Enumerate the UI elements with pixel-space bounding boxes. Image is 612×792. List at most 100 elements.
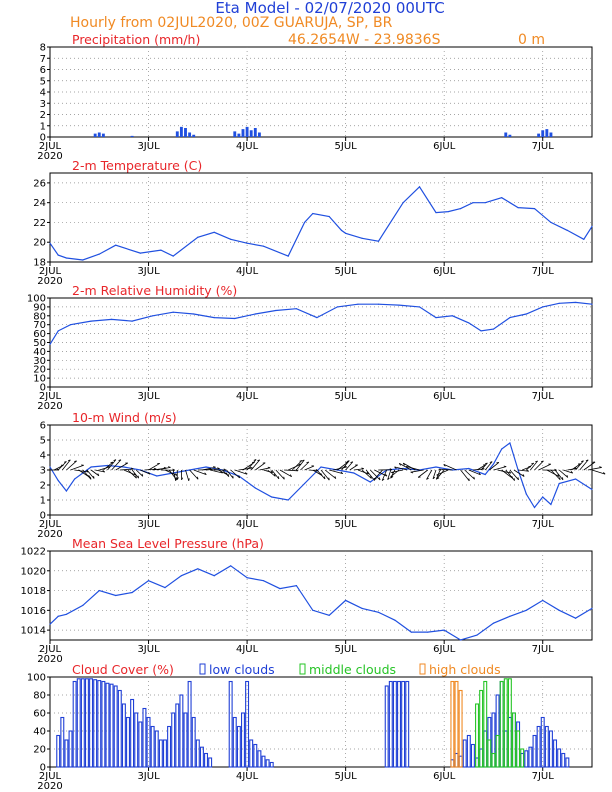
wind-vector: [443, 463, 457, 471]
data-point: [533, 208, 536, 210]
data-point: [279, 587, 281, 590]
location-coords: 46.2654W - 23.9836S: [288, 32, 441, 48]
bar-low-clouds: [158, 739, 163, 768]
wind-vector: [74, 469, 89, 473]
wind-vector: [144, 468, 157, 471]
bar-low-clouds: [392, 680, 397, 768]
y-tick-label: 10: [33, 374, 46, 385]
y-tick-label: 80: [33, 691, 46, 702]
data-point: [501, 197, 503, 199]
x-tick-label: 3JUL: [137, 391, 160, 402]
bar-low-clouds: [228, 680, 233, 768]
y-tick-label: 1022: [21, 547, 46, 558]
wind-vector: [279, 469, 292, 478]
y-tick-label: 20: [33, 365, 46, 376]
data-point: [468, 322, 470, 324]
panel-title: Mean Sea Level Pressure (hPa): [72, 536, 264, 551]
data-point: [65, 490, 68, 492]
wind-vector: [107, 459, 117, 471]
wind-vector: [135, 469, 144, 477]
wind-vector: [563, 469, 573, 474]
bar-low-clouds: [462, 739, 467, 768]
data-point: [90, 466, 92, 468]
y-tick-label: 4: [40, 88, 46, 99]
data-point: [558, 609, 560, 611]
wind-vector-head: [503, 465, 507, 468]
wind-vector-head: [366, 471, 369, 475]
data-point: [193, 313, 195, 315]
wind-vector: [432, 469, 437, 480]
wind-vector: [493, 466, 507, 471]
data-point: [57, 330, 59, 332]
data-point: [49, 466, 51, 468]
wind-vector-head: [438, 468, 442, 471]
data-point: [468, 467, 470, 470]
x-tick-label: 6JUL: [433, 391, 456, 402]
wind-vector: [90, 469, 100, 477]
wind-vector-head: [390, 476, 393, 479]
bar-low-clouds: [208, 757, 213, 768]
wind-vector: [238, 467, 253, 471]
data-point: [246, 242, 248, 244]
wind-vector: [579, 459, 589, 471]
x-tick-label: 4JUL: [236, 771, 259, 782]
x-tick-label: 7JUL: [532, 266, 555, 277]
y-tick-label: 1014: [21, 626, 46, 637]
wind-vector-head: [141, 473, 144, 477]
wind-vector: [250, 459, 261, 471]
wind-vector: [119, 468, 134, 471]
wind-vector: [296, 459, 305, 471]
bar: [549, 132, 553, 137]
wind-vector: [489, 462, 500, 471]
data-point: [451, 315, 453, 317]
bar-low-clouds: [138, 721, 143, 768]
bar-low-clouds: [171, 712, 176, 768]
data-point: [357, 303, 359, 305]
x-tick-label: 5JUL: [335, 266, 358, 277]
bar: [253, 128, 257, 137]
wind-vector-head: [97, 473, 100, 476]
data-point: [152, 315, 154, 317]
x-tick-label: 4JUL: [236, 391, 259, 402]
wind-vector: [387, 469, 392, 480]
x-tick-label: 4JUL: [236, 266, 259, 277]
wind-vector-head: [267, 466, 271, 469]
data-point: [542, 306, 544, 308]
wind-vector-head: [253, 459, 257, 461]
data-point: [435, 211, 437, 214]
bar-low-clouds: [101, 680, 106, 768]
data-point: [65, 613, 68, 615]
x-tick-label: 6JUL: [433, 519, 456, 530]
wind-vector-head: [67, 459, 71, 462]
wind-vector-head: [238, 475, 241, 479]
wind-vector: [591, 469, 606, 475]
bar-low-clouds: [142, 707, 147, 768]
y-tick-label: 7: [40, 54, 46, 65]
wind-vector-head: [557, 474, 560, 477]
wind-vector-head: [570, 471, 574, 474]
y-tick-label: 60: [33, 709, 46, 720]
wind-vector: [394, 466, 408, 471]
x-tick-label: 7JUL: [532, 141, 555, 152]
bar-low-clouds: [524, 750, 529, 768]
bar: [130, 135, 134, 137]
x-tick-label: 2JUL: [39, 771, 62, 782]
wind-vector-head: [113, 459, 117, 461]
wind-vector: [70, 464, 84, 471]
data-point: [336, 306, 339, 308]
data-point: [180, 575, 182, 577]
data-point: [402, 202, 404, 204]
data-point: [533, 506, 536, 509]
bar-low-clouds: [261, 755, 266, 768]
wind-vector: [436, 469, 449, 476]
bar-middle-clouds: [491, 752, 496, 768]
bar-low-clouds: [146, 716, 151, 768]
wind-vector: [131, 469, 139, 479]
wind-vector-head: [389, 468, 393, 471]
chart-title: Eta Model - 02/07/2020 00UTC: [215, 0, 444, 17]
wind-vector: [329, 469, 343, 475]
bar-low-clouds: [245, 680, 250, 768]
wind-vector: [365, 469, 375, 481]
wind-vector-head: [522, 474, 525, 477]
x-tick-label: 6JUL: [433, 771, 456, 782]
